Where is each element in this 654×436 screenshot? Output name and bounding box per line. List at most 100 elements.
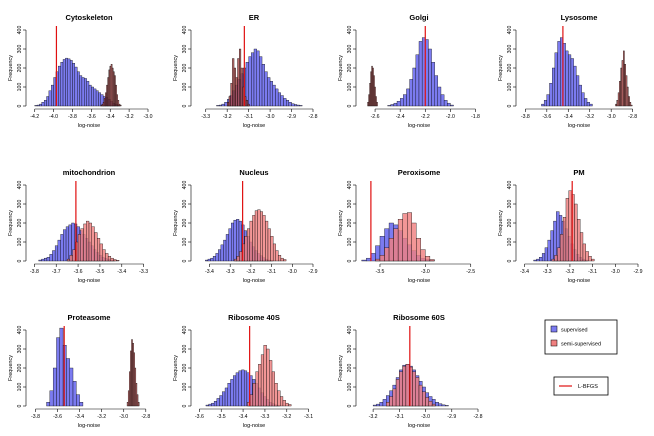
bar-supervised — [443, 100, 448, 107]
bar-semi-supervised — [269, 360, 273, 407]
bar-semi-supervised — [265, 220, 269, 262]
panel-title: Lysosome — [561, 13, 598, 22]
panel-title: Ribosome 40S — [228, 313, 280, 322]
x-tick-label: -2.8 — [628, 114, 637, 120]
bar-supervised — [65, 226, 69, 262]
bar-semi-supervised — [263, 345, 267, 407]
bar-semi-supervised — [97, 238, 101, 262]
panel-mitochondrion: mitochondrion -3.8 -3.7 -3.6 -3.5 -3.4 -3.3 log… — [8, 168, 148, 284]
bar-semi-supervised — [262, 215, 266, 262]
bar-supervised — [415, 54, 420, 107]
bar-semi-supervised — [568, 190, 572, 262]
bar-semi-supervised — [129, 371, 131, 407]
bar-supervised — [51, 84, 54, 107]
bar-semi-supervised — [402, 365, 407, 407]
bar-supervised — [230, 379, 234, 407]
bar-supervised — [376, 403, 380, 407]
bar-semi-supervised — [393, 228, 399, 262]
bar-supervised — [205, 259, 209, 262]
bar-supervised — [210, 257, 214, 262]
bar-semi-supervised — [270, 236, 274, 262]
bar-supervised — [261, 64, 265, 107]
bar-supervised — [550, 230, 554, 262]
x-tick-label: -3.2 — [246, 269, 255, 275]
bar-semi-supervised — [375, 96, 377, 107]
y-tick-label: 100 — [347, 383, 353, 392]
bar-supervised — [212, 256, 216, 262]
y-tick-label: 0 — [17, 104, 23, 107]
bar-supervised — [438, 403, 443, 407]
bar-supervised — [573, 65, 577, 107]
panel-cytoskeleton: Cytoskeleton -4.2 -4.0 -3.8 -3.6 -3.4 -3.2 -3.0… — [8, 13, 153, 129]
bar-supervised — [372, 404, 377, 407]
panel-title: Cytoskeleton — [65, 13, 113, 22]
y-tick-label: 400 — [507, 26, 513, 35]
y-tick-label: 400 — [17, 181, 23, 190]
bar-supervised — [581, 92, 585, 107]
x-axis-label: log-noise — [568, 278, 590, 284]
y-tick-label: 300 — [17, 45, 23, 54]
bar-supervised — [248, 56, 252, 107]
bar-supervised — [272, 84, 276, 107]
y-tick-label: 400 — [507, 181, 513, 190]
bar-supervised — [286, 100, 290, 107]
bar-semi-supervised — [232, 58, 235, 107]
x-axis-label: log-noise — [78, 423, 100, 429]
x-tick-label: -3.5 — [95, 269, 104, 275]
y-tick-label: 300 — [182, 345, 188, 354]
bar-supervised — [435, 402, 439, 407]
panel-nucleus: Nucleus -3.4 -3.3 -3.2 -3.1 -3.0 -2.9 log-noise… — [173, 168, 318, 284]
bar-semi-supervised — [267, 228, 271, 262]
bar-supervised — [205, 404, 209, 407]
x-axis-label: log-noise — [408, 123, 430, 129]
bar-semi-supervised — [101, 103, 104, 107]
bar-supervised — [570, 58, 574, 107]
bar-supervised — [264, 71, 268, 107]
bar-semi-supervised — [77, 234, 81, 262]
bar-semi-supervised — [260, 211, 263, 262]
bar-semi-supervised — [422, 391, 426, 407]
x-tick-label: -3.3 — [139, 269, 148, 275]
y-tick-label: 300 — [182, 200, 188, 209]
bar-semi-supervised — [107, 256, 112, 262]
bar-semi-supervised — [233, 67, 236, 107]
x-tick-label: -3.4 — [520, 269, 529, 275]
bar-supervised — [227, 383, 231, 407]
bar-supervised — [86, 81, 90, 107]
y-tick-label: 100 — [17, 83, 23, 92]
panel-golgi: Golgi -2.6 -2.4 -2.2 -2.0 -1.8 log-noise 0 100 20… — [338, 13, 480, 129]
bar-supervised — [93, 88, 97, 107]
y-tick-label: 100 — [182, 383, 188, 392]
bar-semi-supervised — [119, 104, 122, 107]
bar-supervised — [60, 234, 64, 262]
bar-supervised — [56, 337, 60, 407]
bar-supervised — [431, 62, 435, 107]
bar-supervised — [283, 98, 287, 107]
x-tick-label: -3.4 — [564, 114, 573, 120]
bar-semi-supervised — [257, 209, 261, 262]
y-tick-label: 200 — [17, 219, 23, 228]
bar-semi-supervised — [418, 384, 423, 407]
panel-ribosome-40s: Ribosome 40S -3.6 -3.5 -3.4 -3.3 -3.2 -3.1 log-… — [173, 313, 313, 429]
panel-lysosome: Lysosome -3.8 -3.6 -3.4 -3.2 -3.0 -2.8 log-nois… — [498, 13, 637, 129]
bar-supervised — [370, 253, 376, 262]
bar-semi-supervised — [588, 256, 592, 262]
panel-proteasome: Proteasome -3.8 -3.6 -3.4 -3.2 -3.0 -2.8 log-no… — [8, 313, 150, 429]
bar-supervised — [294, 104, 298, 107]
x-tick-label: -2.4 — [396, 114, 405, 120]
x-tick-label: -3.2 — [125, 114, 134, 120]
bar-semi-supervised — [272, 243, 276, 262]
x-tick-label: -1.8 — [471, 114, 480, 120]
bar-semi-supervised — [282, 400, 286, 407]
bar-supervised — [66, 358, 70, 407]
x-tick-label: -3.0 — [607, 114, 616, 120]
bar-supervised — [38, 259, 42, 262]
bar-semi-supervised — [250, 394, 254, 407]
x-axis-label: log-noise — [243, 423, 265, 429]
bar-supervised — [299, 105, 303, 107]
bar-supervised — [53, 77, 57, 107]
bar-semi-supervised — [585, 251, 589, 262]
x-tick-label: -3.6 — [87, 114, 96, 120]
bar-semi-supervised — [271, 371, 275, 407]
bar-semi-supervised — [80, 228, 84, 262]
